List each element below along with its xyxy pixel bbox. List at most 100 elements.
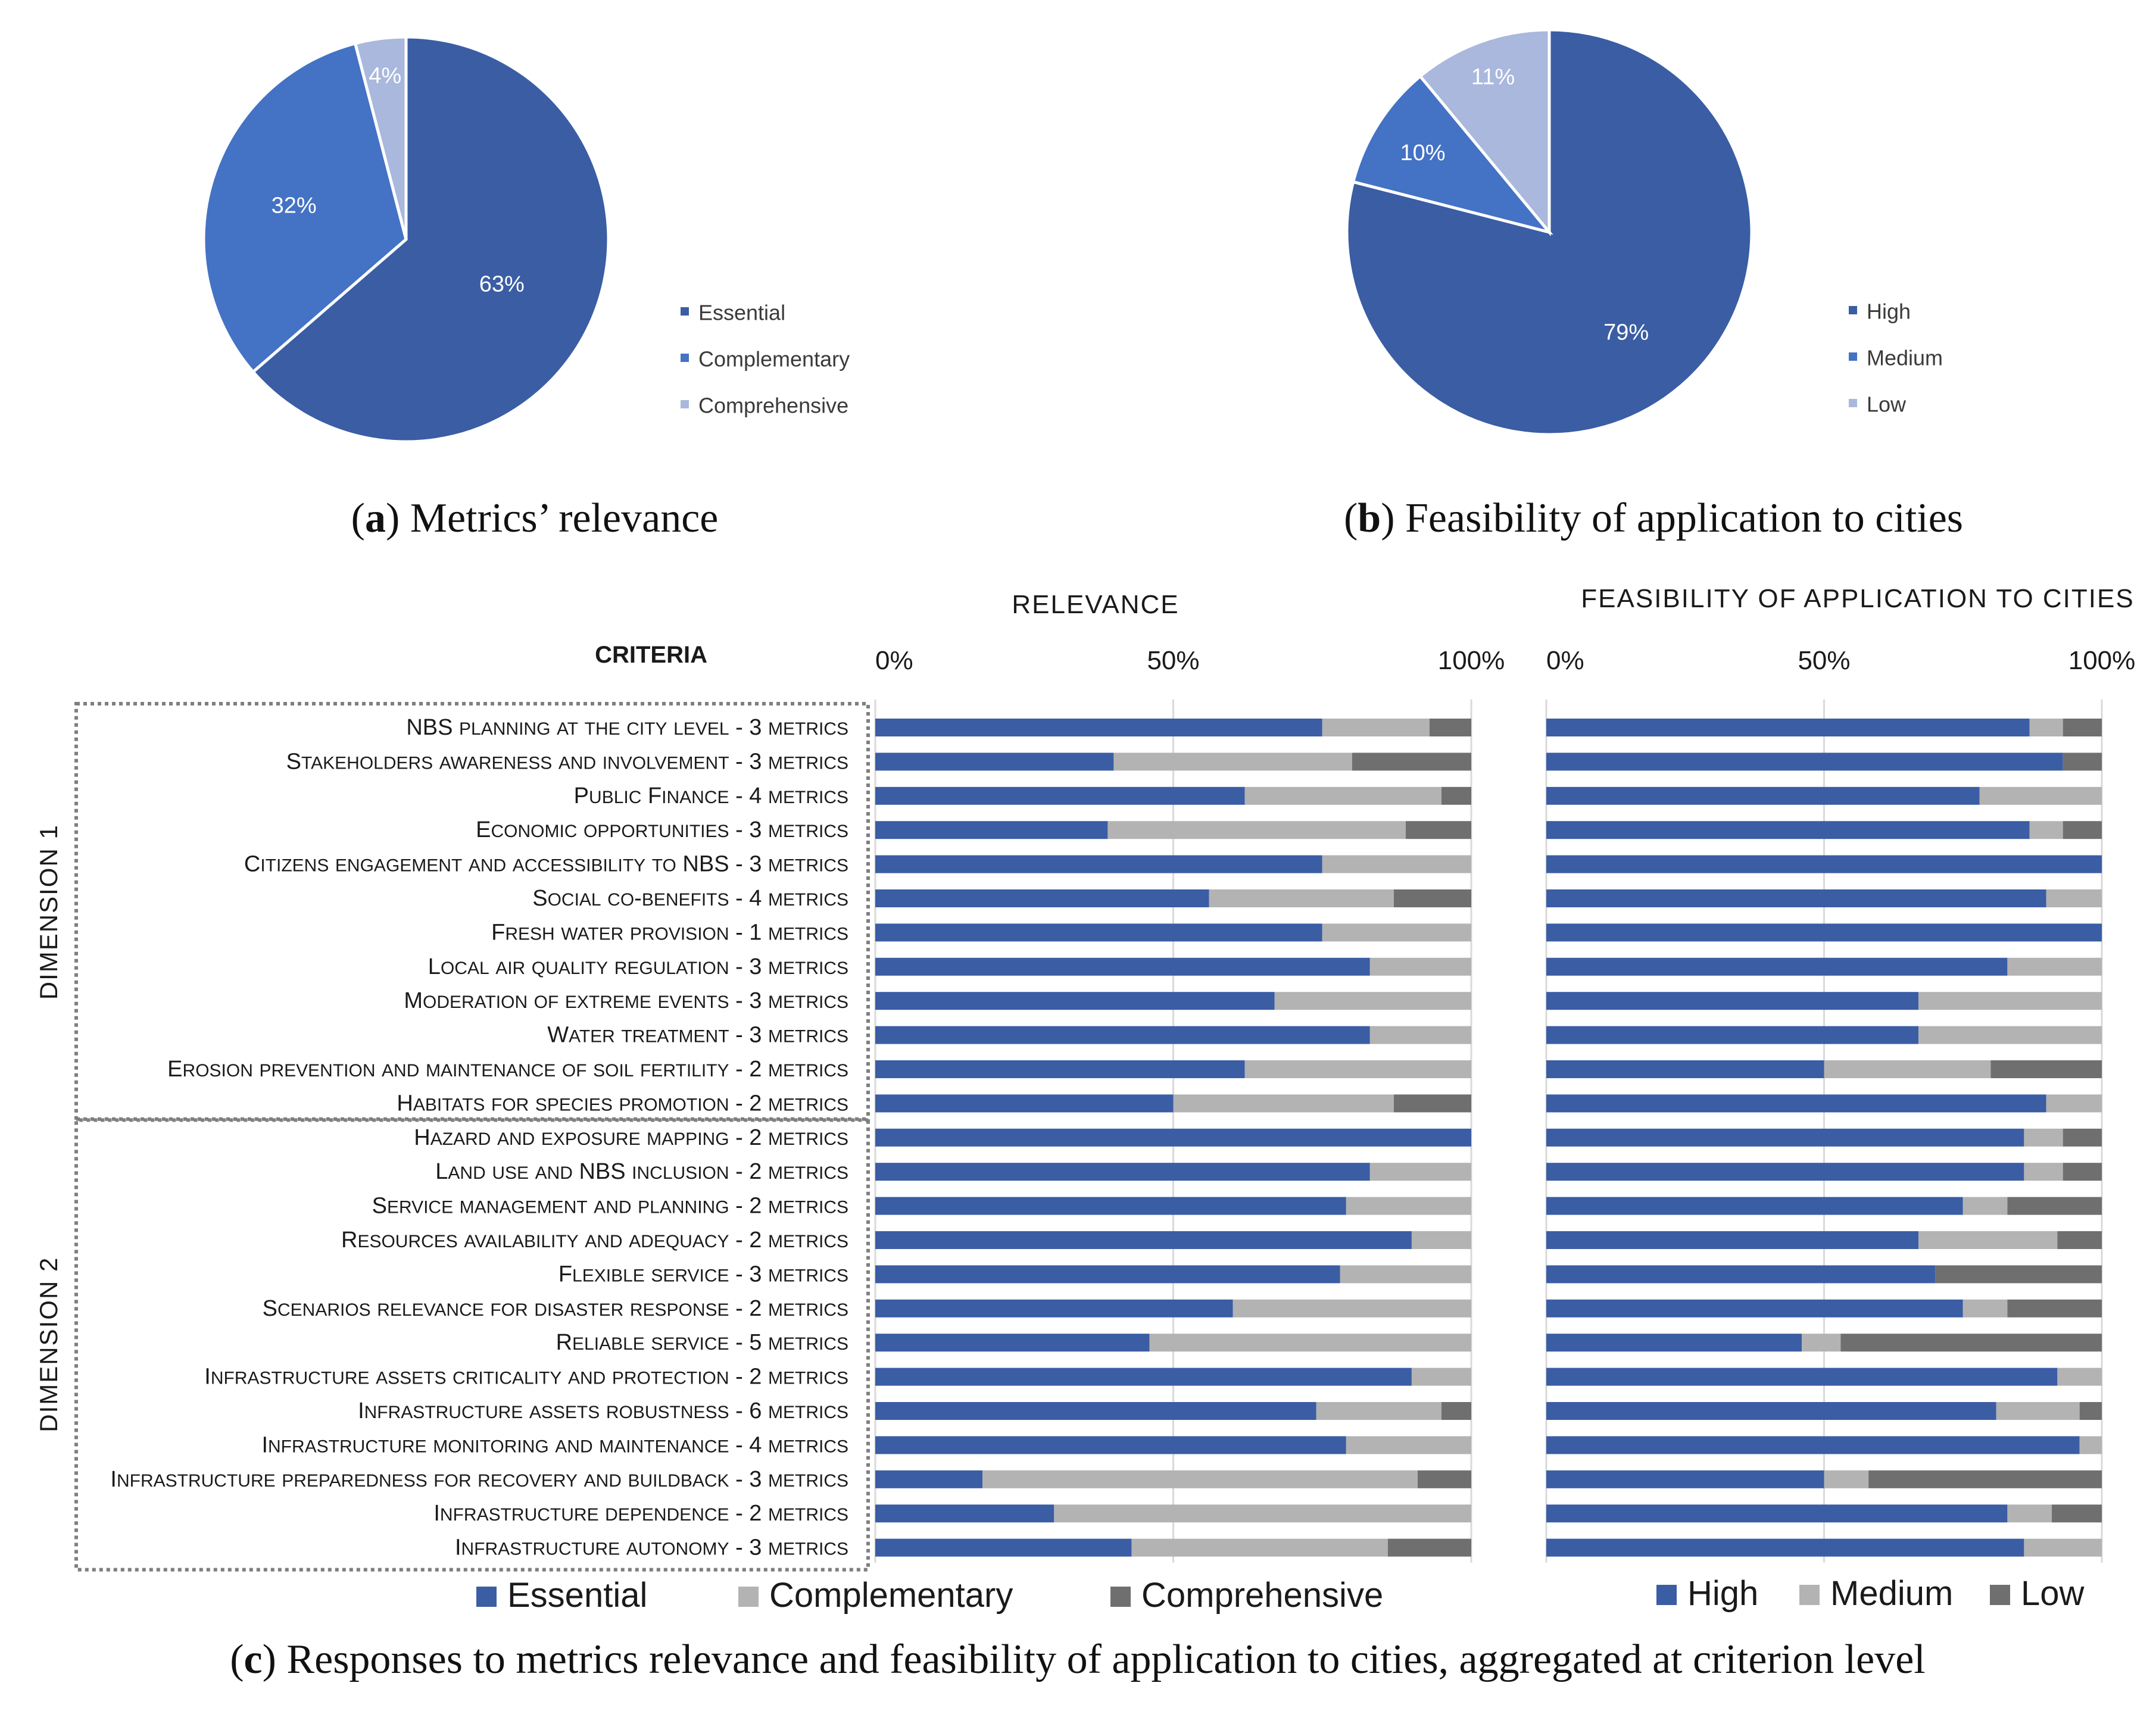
bar-segment-complementary xyxy=(1340,1265,1471,1284)
category-label: INFRASTRUCTURE ASSETS ROBUSTNESS - 6 MET… xyxy=(358,1398,848,1423)
category-label: INFRASTRUCTURE ASSETS CRITICALITY AND PR… xyxy=(204,1365,848,1390)
legend-label: Comprehensive xyxy=(698,394,848,418)
category-label: CITIZENS ENGAGEMENT AND ACCESSIBILITY TO… xyxy=(244,852,848,877)
bar-segment-essential xyxy=(875,821,1108,839)
bar-segment-essential xyxy=(875,1094,1174,1113)
category-label: HAZARD AND EXPOSURE MAPPING - 2 METRICS xyxy=(414,1125,848,1150)
pie-slice-label: 11% xyxy=(1471,65,1515,90)
dimension-label: DIMENSION 1 xyxy=(35,824,63,1000)
dimension-label: DIMENSION 2 xyxy=(35,1257,63,1432)
bar-segment-low xyxy=(2063,821,2102,839)
category-label: FLEXIBLE SERVICE - 3 METRICS xyxy=(558,1262,848,1287)
tick-label: 100% xyxy=(1438,646,1505,675)
bar-segment-medium xyxy=(2046,1094,2102,1113)
category-label: SERVICE MANAGEMENT AND PLANNING - 2 METR… xyxy=(372,1194,848,1219)
pie-slice-essential xyxy=(251,35,610,444)
category-label: RESOURCES AVAILABILITY AND ADEQUACY - 2 … xyxy=(341,1228,848,1253)
bar-segment-complementary xyxy=(1346,1197,1471,1215)
bar-segment-essential xyxy=(875,957,1370,976)
legend-swatch xyxy=(681,354,689,362)
bar-segment-low xyxy=(1840,1334,2102,1352)
bar-segment-low xyxy=(2052,1504,2102,1523)
bar-segment-complementary xyxy=(1209,889,1394,907)
category-label: SOCIAL CO-BENEFITS - 4 METRICS xyxy=(532,886,848,911)
pie-slice-comprehensive xyxy=(353,35,408,240)
legend-label: Medium xyxy=(1867,346,1943,370)
pie-slice-low xyxy=(1418,28,1551,236)
panel-title: FEASIBILITY OF APPLICATION TO CITIES xyxy=(1581,584,2134,613)
bar-segment-low xyxy=(1868,1470,2102,1488)
bar-segment-complementary xyxy=(1369,957,1471,976)
bar-segment-low xyxy=(2063,1163,2102,1181)
caption-b: (b) Feasibility of application to cities xyxy=(1344,495,1963,541)
bar-segment-medium xyxy=(1962,1197,2008,1215)
category-label: EROSION PREVENTION AND MAINTENANCE OF SO… xyxy=(167,1057,848,1082)
bar-segment-high xyxy=(1546,992,1919,1010)
bar-segment-high xyxy=(1546,1094,2046,1113)
bar-segment-low xyxy=(2063,1128,2102,1147)
bar-segment-low xyxy=(2063,753,2102,771)
bar-segment-high xyxy=(1546,1197,1963,1215)
category-label: SCENARIOS RELEVANCE FOR DISASTER RESPONS… xyxy=(263,1296,848,1321)
bar-segment-complementary xyxy=(1054,1504,1471,1523)
bar-segment-high xyxy=(1546,719,2030,736)
bar-segment-essential xyxy=(875,889,1209,907)
bar-segment-essential xyxy=(875,1128,1471,1147)
bar-segment-comprehensive xyxy=(1352,753,1471,771)
bar-segment-high xyxy=(1546,1470,1824,1488)
bar-segment-essential xyxy=(875,753,1114,771)
bar-segment-high xyxy=(1546,1334,1802,1352)
bar-segment-comprehensive xyxy=(1441,786,1471,805)
bar-segment-high xyxy=(1546,1026,1919,1044)
legend-label: Essential xyxy=(507,1576,647,1615)
bar-segment-complementary xyxy=(1369,1026,1471,1044)
category-label: HABITATS FOR SPECIES PROMOTION - 2 METRI… xyxy=(397,1091,848,1116)
bar-segment-essential xyxy=(875,1163,1370,1181)
bar-segment-complementary xyxy=(982,1470,1418,1488)
bar-segment-complementary xyxy=(1113,753,1352,771)
category-label: WATER TREATMENT - 3 METRICS xyxy=(547,1023,848,1048)
figure-captions: (a) Metrics’ relevance (b) Feasibility of… xyxy=(230,495,1963,1682)
bar-segment-complementary xyxy=(1316,1402,1442,1420)
bar-segment-comprehensive xyxy=(1393,1094,1471,1113)
legend-label: Complementary xyxy=(769,1576,1013,1615)
bar-segment-complementary xyxy=(1411,1231,1471,1249)
tick-label: 100% xyxy=(2068,646,2136,675)
category-label: LOCAL AIR QUALITY REGULATION - 3 METRICS xyxy=(428,954,848,979)
bar-segment-complementary xyxy=(1369,1163,1471,1181)
bar-segment-comprehensive xyxy=(1393,889,1471,907)
panel-title: RELEVANCE xyxy=(1012,590,1179,619)
bar-segment-essential xyxy=(875,1470,983,1488)
pie-slice-label: 10% xyxy=(1400,141,1446,166)
dimension-box xyxy=(74,702,870,1122)
pie-slice-complementary xyxy=(202,41,408,374)
bar-segment-high xyxy=(1546,855,2102,873)
bar-segment-medium xyxy=(2046,889,2102,907)
dimension-box xyxy=(74,1117,870,1572)
bar-segment-essential xyxy=(875,992,1275,1010)
legend-label: Comprehensive xyxy=(1141,1576,1383,1615)
bar-segment-essential xyxy=(875,1299,1233,1317)
bar-segment-medium xyxy=(1996,1402,2080,1420)
bar-segment-complementary xyxy=(1346,1436,1471,1454)
bar-segment-high xyxy=(1546,786,1980,805)
bar-segment-comprehensive xyxy=(1405,821,1471,839)
category-label: ECONOMIC OPPORTUNITIES - 3 METRICS xyxy=(476,817,848,842)
legend-label: Low xyxy=(2021,1574,2085,1613)
category-label: RELIABLE SERVICE - 5 METRICS xyxy=(556,1330,848,1355)
legend-swatch xyxy=(1799,1585,1820,1605)
bar-segment-medium xyxy=(1962,1299,2008,1317)
bar-segment-medium xyxy=(1802,1334,1841,1352)
tick-label: 0% xyxy=(875,646,913,675)
bar-segment-complementary xyxy=(1244,786,1442,805)
bar-segment-essential xyxy=(875,786,1245,805)
bar-segment-low xyxy=(1935,1265,2102,1284)
category-label: INFRASTRUCTURE AUTONOMY - 3 METRICS xyxy=(455,1535,848,1560)
bar-segment-medium xyxy=(2007,1504,2052,1523)
legend-swatch xyxy=(476,1587,497,1607)
pie-slice-label: 32% xyxy=(272,193,317,218)
category-label: INFRASTRUCTURE DEPENDENCE - 2 METRICS xyxy=(433,1501,848,1526)
criteria-header: CRITERIA xyxy=(595,642,707,668)
bar-segment-medium xyxy=(2079,1436,2102,1454)
